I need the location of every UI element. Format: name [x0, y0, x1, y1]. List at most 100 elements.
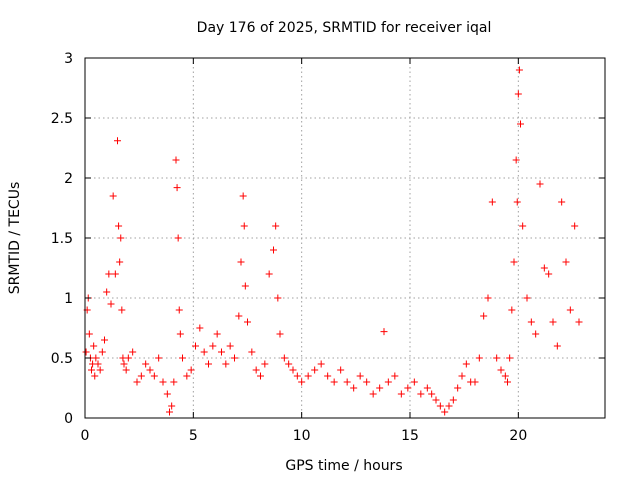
data-point: [549, 318, 557, 326]
data-point: [317, 360, 325, 368]
data-point: [330, 378, 338, 386]
data-point: [337, 366, 345, 374]
data-point: [280, 354, 288, 362]
tick-labels: 0 5 10 15 20 0 0.5 1 1.5 2 2.5 3: [51, 51, 528, 444]
data-point: [514, 90, 522, 98]
data-point: [423, 384, 431, 392]
data-point: [441, 408, 449, 416]
y-axis-title: SRMTID / TECUs: [7, 182, 23, 295]
data-point: [85, 330, 93, 338]
x-axis-title: GPS time / hours: [285, 458, 402, 474]
x-tick-label: 10: [293, 428, 311, 444]
data-point: [179, 354, 186, 362]
data-point: [508, 306, 516, 314]
data-point: [506, 354, 514, 362]
data-point: [417, 390, 425, 398]
data-point: [540, 264, 548, 272]
data-points: [82, 66, 583, 416]
data-point: [265, 270, 273, 278]
data-point: [115, 222, 123, 230]
data-point: [356, 372, 364, 380]
data-point: [105, 270, 113, 278]
data-point: [173, 184, 181, 192]
data-point: [244, 318, 251, 326]
data-point: [562, 258, 570, 266]
data-point: [150, 372, 158, 380]
data-point: [111, 270, 119, 278]
chart-title: Day 176 of 2025, SRMTID for receiver iqa…: [197, 20, 492, 36]
data-point: [536, 180, 544, 188]
data-point: [497, 366, 505, 374]
data-point: [324, 372, 332, 380]
data-point: [92, 354, 100, 362]
data-point: [285, 360, 293, 368]
y-tick-label: 0: [64, 411, 73, 427]
data-point: [248, 348, 256, 356]
data-point: [146, 366, 154, 374]
data-point: [252, 366, 260, 374]
data-point: [276, 330, 284, 338]
data-point: [558, 198, 566, 206]
data-point: [517, 120, 524, 128]
data-point: [501, 372, 509, 380]
data-point: [428, 390, 436, 398]
data-point: [166, 408, 173, 416]
data-point: [380, 328, 388, 336]
data-point: [298, 378, 306, 386]
data-point: [118, 306, 126, 314]
data-point: [513, 198, 521, 206]
data-point: [222, 360, 230, 368]
data-point: [527, 318, 535, 326]
data-point: [504, 378, 511, 386]
data-point: [272, 222, 280, 230]
data-point: [90, 342, 98, 350]
data-point: [209, 342, 217, 350]
data-point: [350, 384, 358, 392]
data-point: [107, 300, 115, 308]
data-point: [163, 390, 171, 398]
data-point: [142, 360, 150, 368]
data-point: [363, 378, 371, 386]
data-point: [261, 360, 269, 368]
data-point: [176, 330, 184, 338]
data-point: [293, 372, 301, 380]
data-point: [404, 384, 412, 392]
data-point: [91, 372, 99, 380]
data-point: [239, 192, 247, 200]
data-point: [175, 306, 183, 314]
data-point: [235, 312, 243, 320]
data-point: [155, 354, 163, 362]
data-point: [410, 378, 418, 386]
data-point: [458, 372, 466, 380]
data-point: [187, 366, 195, 374]
data-point: [103, 288, 111, 296]
data-point: [94, 360, 102, 368]
data-point: [159, 378, 167, 386]
data-point: [122, 366, 130, 374]
data-point: [432, 396, 440, 404]
data-point: [133, 378, 141, 386]
data-point: [532, 330, 540, 338]
data-point: [545, 270, 553, 278]
data-point: [454, 384, 462, 392]
data-point: [471, 378, 479, 386]
data-point: [512, 156, 520, 164]
x-tick-label: 5: [189, 428, 198, 444]
data-point: [117, 234, 125, 242]
data-point: [384, 378, 392, 386]
data-point: [241, 282, 249, 290]
data-point: [493, 354, 501, 362]
data-point: [480, 312, 488, 320]
data-point: [226, 342, 234, 350]
data-point: [484, 294, 492, 302]
data-point: [120, 360, 128, 368]
data-point: [124, 354, 132, 362]
data-point: [240, 222, 248, 230]
data-point: [196, 324, 204, 332]
data-point: [82, 348, 90, 356]
data-point: [449, 396, 457, 404]
data-point: [116, 258, 124, 266]
data-point: [129, 348, 137, 356]
data-point: [213, 330, 221, 338]
